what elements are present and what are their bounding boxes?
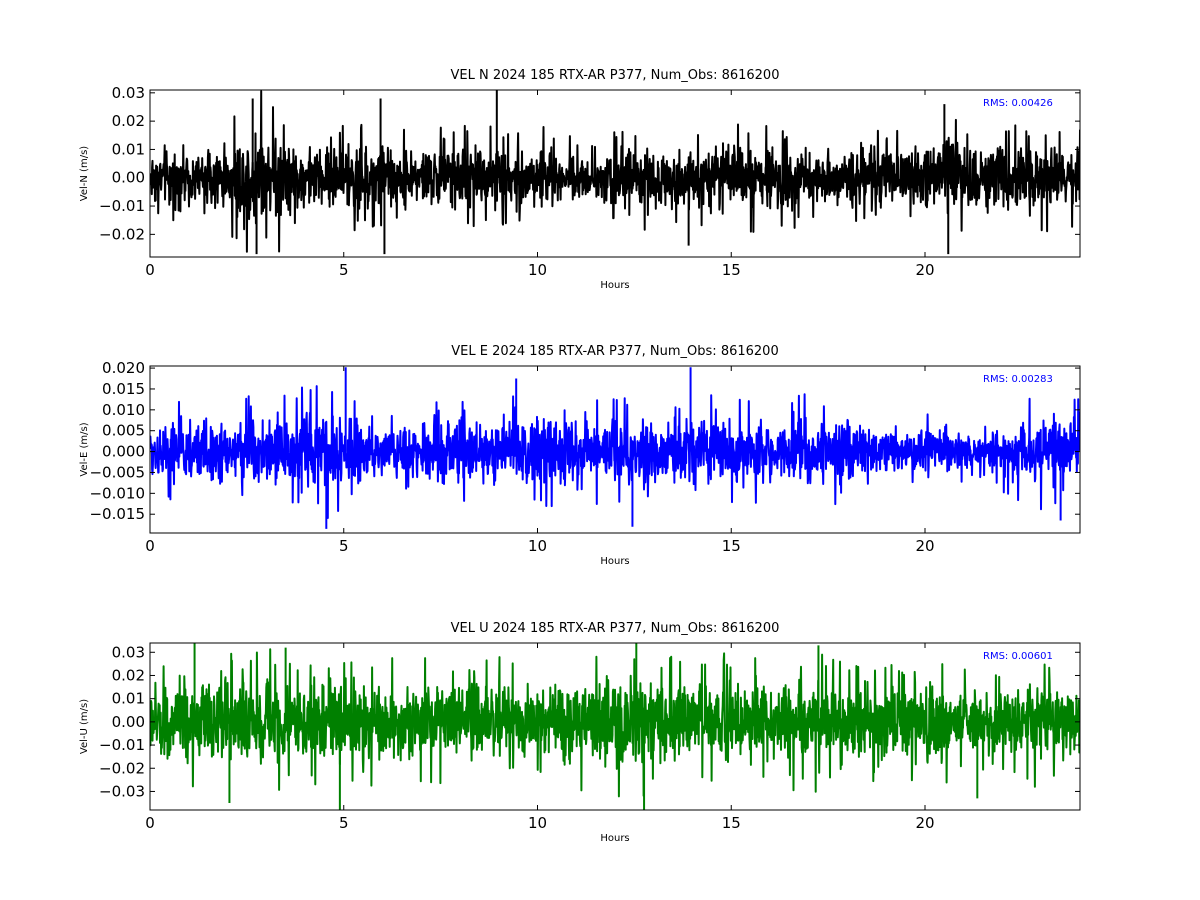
x-tick-label: 0 (145, 261, 155, 279)
x-tick-label: 20 (915, 814, 934, 832)
rms-annotation-north: RMS: 0.00426 (983, 98, 1053, 109)
x-tick-label: 0 (145, 537, 155, 555)
x-tick-label: 20 (915, 537, 934, 555)
series-line-up (150, 648, 1080, 798)
plot-frame-up (149, 642, 1081, 811)
chart-title-east: VEL E 2024 185 RTX-AR P377, Num_Obs: 861… (451, 344, 778, 359)
y-tick-label: −0.005 (89, 463, 145, 481)
rms-annotation-up: RMS: 0.00601 (983, 651, 1053, 662)
y-tick-label: −0.01 (99, 736, 145, 754)
y-tick-label: −0.01 (99, 197, 145, 215)
y-tick-label: −0.015 (89, 505, 145, 523)
series-line-east (150, 385, 1080, 519)
y-tick-label: −0.03 (99, 782, 145, 800)
x-tick-label: 5 (339, 537, 349, 555)
chart-east: 0 5 10 15 20 0.020 0.015 0.010 0.005 0.000 −0.005 −… (79, 344, 1081, 567)
y-tick-label: 0.01 (112, 690, 145, 708)
chart-title-up: VEL U 2024 185 RTX-AR P377, Num_Obs: 861… (451, 621, 780, 636)
chart-up: 0 5 10 15 20 0.03 0.02 0.01 0.00 −0.01 −0.02 −0.03 V… (79, 621, 1081, 844)
plot-frame-north (149, 89, 1081, 258)
y-axis-label-up: Vel-U (m/s) (79, 699, 90, 754)
x-tick-label: 15 (722, 814, 741, 832)
x-tick-label: 20 (915, 261, 934, 279)
y-tick-label: −0.02 (99, 225, 145, 243)
chart-title-north: VEL N 2024 185 RTX-AR P377, Num_Obs: 861… (451, 68, 780, 83)
y-tick-label: 0.000 (102, 443, 145, 461)
x-tick-label: 5 (339, 261, 349, 279)
x-tick-label: 5 (339, 814, 349, 832)
y-tick-label: 0.03 (112, 643, 145, 661)
y-tick-label: 0.02 (112, 666, 145, 684)
y-tick-label: −0.02 (99, 759, 145, 777)
x-axis-label-north: Hours (600, 280, 629, 291)
plot-frame-east (149, 365, 1081, 534)
x-tick-label: 15 (722, 261, 741, 279)
rms-annotation-east: RMS: 0.00283 (983, 374, 1053, 385)
x-axis-label-up: Hours (600, 833, 629, 844)
y-tick-label: 0.00 (112, 169, 145, 187)
y-tick-label: 0.005 (102, 422, 145, 440)
y-tick-label: 0.02 (112, 112, 145, 130)
y-tick-label: 0.020 (102, 359, 145, 377)
x-tick-label: 15 (722, 537, 741, 555)
x-tick-label: 10 (528, 537, 547, 555)
y-tick-label: 0.00 (112, 713, 145, 731)
x-tick-label: 0 (145, 814, 155, 832)
y-tick-label: −0.010 (89, 484, 145, 502)
y-tick-label: 0.015 (102, 380, 145, 398)
chart-north: 0 5 10 15 20 0.03 0.02 0.01 0.00 −0.01 −0.02 VEL N … (79, 68, 1081, 291)
y-tick-label: 0.01 (112, 140, 145, 158)
x-tick-label: 10 (528, 814, 547, 832)
y-axis-label-east: Vel-E (m/s) (79, 422, 90, 476)
series-line-north (150, 90, 1080, 253)
x-axis-label-east: Hours (600, 556, 629, 567)
y-tick-label: 0.03 (112, 84, 145, 102)
y-tick-label: 0.010 (102, 401, 145, 419)
y-axis-label-north: Vel-N (m/s) (79, 146, 90, 201)
x-tick-label: 10 (528, 261, 547, 279)
